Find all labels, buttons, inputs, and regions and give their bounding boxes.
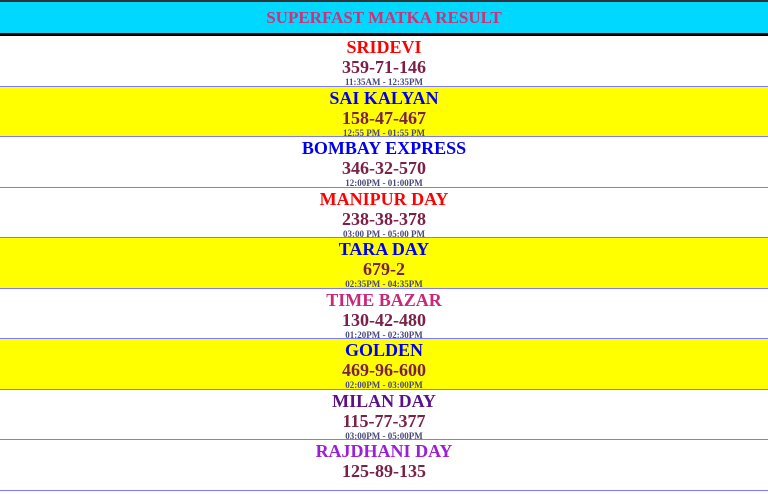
market-row: TIME BAZAR 130-42-480 01:20PM - 02:30PM <box>0 289 768 339</box>
market-time: 12:00PM - 01:00PM <box>345 178 423 188</box>
market-result: 359-71-146 <box>342 57 426 77</box>
market-time: 02:35PM - 04:35PM <box>345 279 423 289</box>
market-name: GOLDEN <box>344 340 423 360</box>
market-row: SAI KALYAN 158-47-467 12:55 PM - 01:55 PM <box>0 86 768 137</box>
market-name: SRIDEVI <box>346 37 422 57</box>
market-time: 02:00PM - 03:00PM <box>345 380 423 390</box>
market-result: 115-77-377 <box>342 410 426 431</box>
market-time: 11:35AM - 12:35PM <box>345 77 423 87</box>
market-time: 03:00 PM - 05:00 PM <box>343 228 425 238</box>
market-result: 125-89-135 <box>342 461 426 481</box>
market-row: RAJDHANI DAY 125-89-135 <box>0 440 768 491</box>
market-row: TARA DAY 679-2 02:35PM - 04:35PM <box>0 238 768 289</box>
market-result: 346-32-570 <box>342 158 426 178</box>
market-name: MANIPUR DAY <box>319 188 449 209</box>
market-result: 130-42-480 <box>342 309 426 330</box>
market-row: GOLDEN 469-96-600 02:00PM - 03:00PM <box>0 339 768 390</box>
market-result: 238-38-378 <box>342 208 426 229</box>
page-title: SUPERFAST MATKA RESULT <box>266 8 502 27</box>
market-time: 01:20PM - 02:30PM <box>345 329 423 339</box>
market-name: TARA DAY <box>338 239 430 259</box>
market-name: TIME BAZAR <box>326 289 442 310</box>
market-name: MILAN DAY <box>332 390 436 411</box>
page-header: SUPERFAST MATKA RESULT <box>0 0 768 36</box>
market-time: 12:55 PM - 01:55 PM <box>343 127 425 137</box>
market-row: MILAN DAY 115-77-377 03:00PM - 05:00PM <box>0 390 768 440</box>
market-row: SRIDEVI 359-71-146 11:35AM - 12:35PM <box>0 36 768 87</box>
market-name: RAJDHANI DAY <box>315 441 453 461</box>
results-list: SRIDEVI 359-71-146 11:35AM - 12:35PM SAI KA… <box>0 36 768 491</box>
market-name: BOMBAY EXPRESS <box>301 138 467 158</box>
market-time: 03:00PM - 05:00PM <box>345 430 423 440</box>
market-row: MANIPUR DAY 238-38-378 03:00 PM - 05:00 PM <box>0 188 768 238</box>
market-result: 469-96-600 <box>342 360 426 380</box>
market-result: 679-2 <box>363 259 405 279</box>
market-result: 158-47-467 <box>342 107 426 128</box>
market-row: BOMBAY EXPRESS 346-32-570 12:00PM - 01:00P… <box>0 137 768 188</box>
market-name: SAI KALYAN <box>329 87 439 108</box>
